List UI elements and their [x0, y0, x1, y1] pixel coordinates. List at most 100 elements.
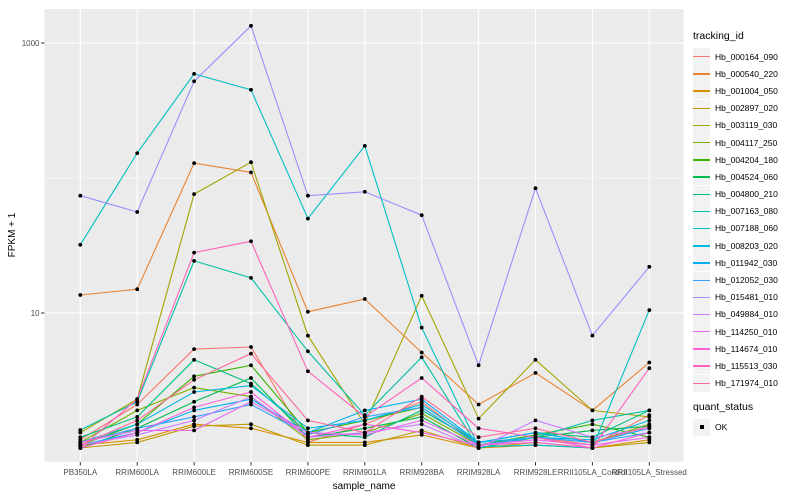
legend-item-label: Hb_003119_030 — [715, 120, 778, 131]
data-point — [419, 405, 424, 410]
x-tick-label: PB350LA — [63, 468, 97, 477]
data-point — [135, 151, 140, 156]
legend-key-swatch — [693, 99, 710, 117]
legend-item-quant-OK: OK — [693, 418, 799, 436]
x-axis-title: sample_name — [333, 481, 396, 492]
legend-key-swatch — [693, 185, 710, 203]
legend-item-Hb_049884_010: Hb_049884_010 — [693, 305, 799, 323]
data-point — [192, 415, 197, 419]
data-point — [533, 186, 538, 191]
y-axis-title: FPKM + 1 — [7, 212, 18, 257]
data-point — [419, 408, 424, 413]
data-point — [192, 399, 197, 404]
data-point — [78, 293, 83, 297]
data-point — [533, 430, 538, 435]
data-point — [419, 293, 424, 298]
data-point — [419, 376, 424, 380]
data-point — [419, 399, 424, 404]
data-point — [419, 213, 424, 218]
point-marker-icon — [699, 425, 704, 430]
legend-item-Hb_004524_060: Hb_004524_060 — [693, 168, 799, 186]
x-tick-label: RRII105LA_Control — [558, 468, 628, 477]
legend-key-swatch — [693, 288, 710, 306]
data-point — [647, 264, 652, 269]
data-point — [249, 376, 253, 380]
data-point — [590, 443, 595, 447]
data-point — [533, 426, 538, 431]
data-point — [78, 193, 83, 198]
data-point — [249, 239, 253, 244]
legend-line-swatch — [693, 159, 710, 161]
data-point — [249, 426, 253, 431]
data-point — [249, 87, 253, 92]
data-point — [192, 72, 197, 76]
legend-line-swatch — [693, 73, 710, 75]
data-point — [590, 446, 595, 450]
legend-key-swatch — [693, 374, 710, 392]
data-point — [362, 144, 367, 148]
data-point — [249, 402, 253, 407]
data-point — [135, 210, 140, 214]
data-point — [249, 422, 253, 427]
data-point — [362, 189, 367, 194]
legend-item-Hb_007188_060: Hb_007188_060 — [693, 219, 799, 237]
y-tick-label: 10 — [31, 309, 40, 318]
legend-key-swatch — [693, 65, 710, 83]
data-point — [306, 418, 310, 423]
legend-item-Hb_011942_030: Hb_011942_030 — [693, 254, 799, 272]
data-point — [533, 435, 538, 440]
legend-key-swatch — [693, 151, 710, 169]
data-point — [590, 428, 595, 433]
legend-item-Hb_008203_020: Hb_008203_020 — [693, 237, 799, 255]
data-point — [78, 440, 83, 445]
legend-line-swatch — [693, 279, 710, 281]
data-point — [135, 415, 140, 419]
data-point — [419, 350, 424, 355]
legend-line-swatch — [693, 193, 710, 195]
data-point — [306, 349, 310, 354]
data-point — [476, 435, 481, 440]
data-point — [647, 308, 652, 312]
legend-item-label: Hb_114250_010 — [715, 326, 778, 337]
legend-key-swatch — [693, 134, 710, 152]
legend-item-label: Hb_008203_020 — [715, 240, 778, 251]
legend-key-swatch — [693, 254, 710, 272]
data-point — [306, 430, 310, 435]
legend-line-swatch — [693, 124, 710, 127]
legend-item-Hb_114674_010: Hb_114674_010 — [693, 340, 799, 358]
legend-line-swatch — [693, 227, 710, 230]
data-point — [419, 402, 424, 407]
data-point — [590, 422, 595, 427]
data-point — [476, 402, 481, 407]
data-point — [192, 347, 197, 351]
data-point — [476, 440, 481, 445]
data-point — [647, 360, 652, 365]
data-point — [192, 408, 197, 413]
data-point — [306, 369, 310, 374]
data-point — [306, 426, 310, 431]
data-point — [249, 345, 253, 349]
legend-key-swatch — [693, 116, 710, 134]
legend-key-swatch — [693, 305, 710, 323]
x-tick-label: RRIM600LA — [115, 468, 159, 477]
legend-line-swatch — [693, 313, 710, 316]
data-point — [78, 430, 83, 435]
data-point — [135, 397, 140, 402]
data-point — [249, 363, 253, 368]
legend-item-Hb_114250_010: Hb_114250_010 — [693, 323, 799, 341]
legend-panel: tracking_id Hb_000164_090 Hb_000540_220 Hb… — [693, 30, 799, 436]
legend-item-Hb_000540_220: Hb_000540_220 — [693, 65, 799, 83]
series-points-Hb_115513_030 — [78, 239, 652, 450]
data-point — [135, 418, 140, 423]
data-point — [362, 415, 367, 419]
data-point — [249, 399, 253, 404]
legend-line-swatch — [693, 210, 710, 213]
data-point — [192, 428, 197, 433]
data-point — [306, 333, 310, 338]
legend-item-label: Hb_004204_180 — [715, 154, 778, 165]
data-point — [647, 415, 652, 419]
legend-item-label: Hb_012052_030 — [715, 275, 778, 286]
series-points-Hb_003119_030 — [78, 160, 652, 435]
legend-item-Hb_115513_030: Hb_115513_030 — [693, 357, 799, 375]
data-point — [192, 161, 197, 166]
